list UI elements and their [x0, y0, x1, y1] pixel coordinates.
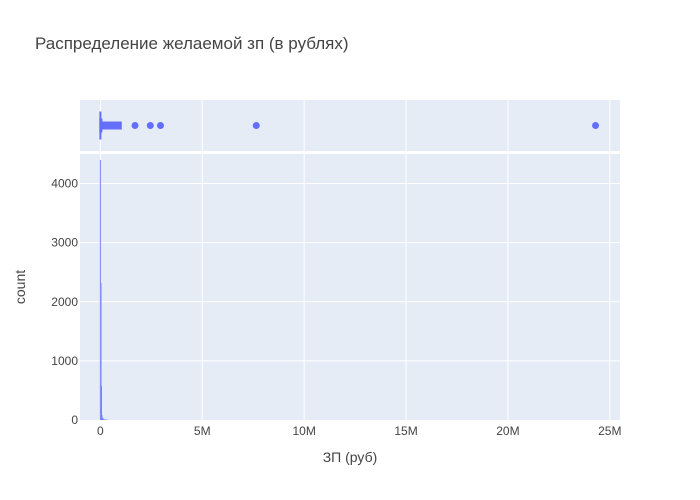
x-axis-label: ЗП (руб): [323, 449, 378, 465]
strip-dense-points[interactable]: [100, 121, 122, 130]
strip-outlier-point[interactable]: [592, 122, 600, 129]
histogram-bar[interactable]: [103, 419, 106, 420]
strip-outlier-point[interactable]: [156, 122, 164, 129]
histogram-bar[interactable]: [99, 159, 101, 420]
y-tick-label: 2000: [51, 295, 78, 309]
x-tick-label: 20M: [496, 424, 519, 438]
y-axis-label: count: [12, 270, 28, 304]
strip-outlier-point[interactable]: [131, 122, 139, 129]
x-tick-label: 25M: [598, 424, 621, 438]
histogram-bar[interactable]: [101, 415, 103, 420]
main-plot-area: [80, 154, 620, 420]
strip-outlier-point[interactable]: [146, 122, 154, 129]
x-tick-label: 10M: [292, 424, 315, 438]
histogram-bar[interactable]: [102, 417, 104, 420]
y-tick-label: 0: [71, 413, 78, 427]
histogram-bar[interactable]: [101, 386, 102, 420]
histogram-bar[interactable]: [100, 282, 102, 420]
y-tick-label: 4000: [51, 177, 78, 191]
x-tick-label: 15M: [394, 424, 417, 438]
x-tick-label: 5M: [194, 424, 211, 438]
y-tick-label: 1000: [51, 354, 78, 368]
chart-title: Распределение желаемой зп (в рублях): [35, 34, 349, 53]
y-tick-label: 3000: [51, 236, 78, 250]
x-tick-label: 0: [97, 424, 104, 438]
strip-plot-area: [80, 100, 620, 151]
strip-outlier-point[interactable]: [252, 122, 260, 129]
